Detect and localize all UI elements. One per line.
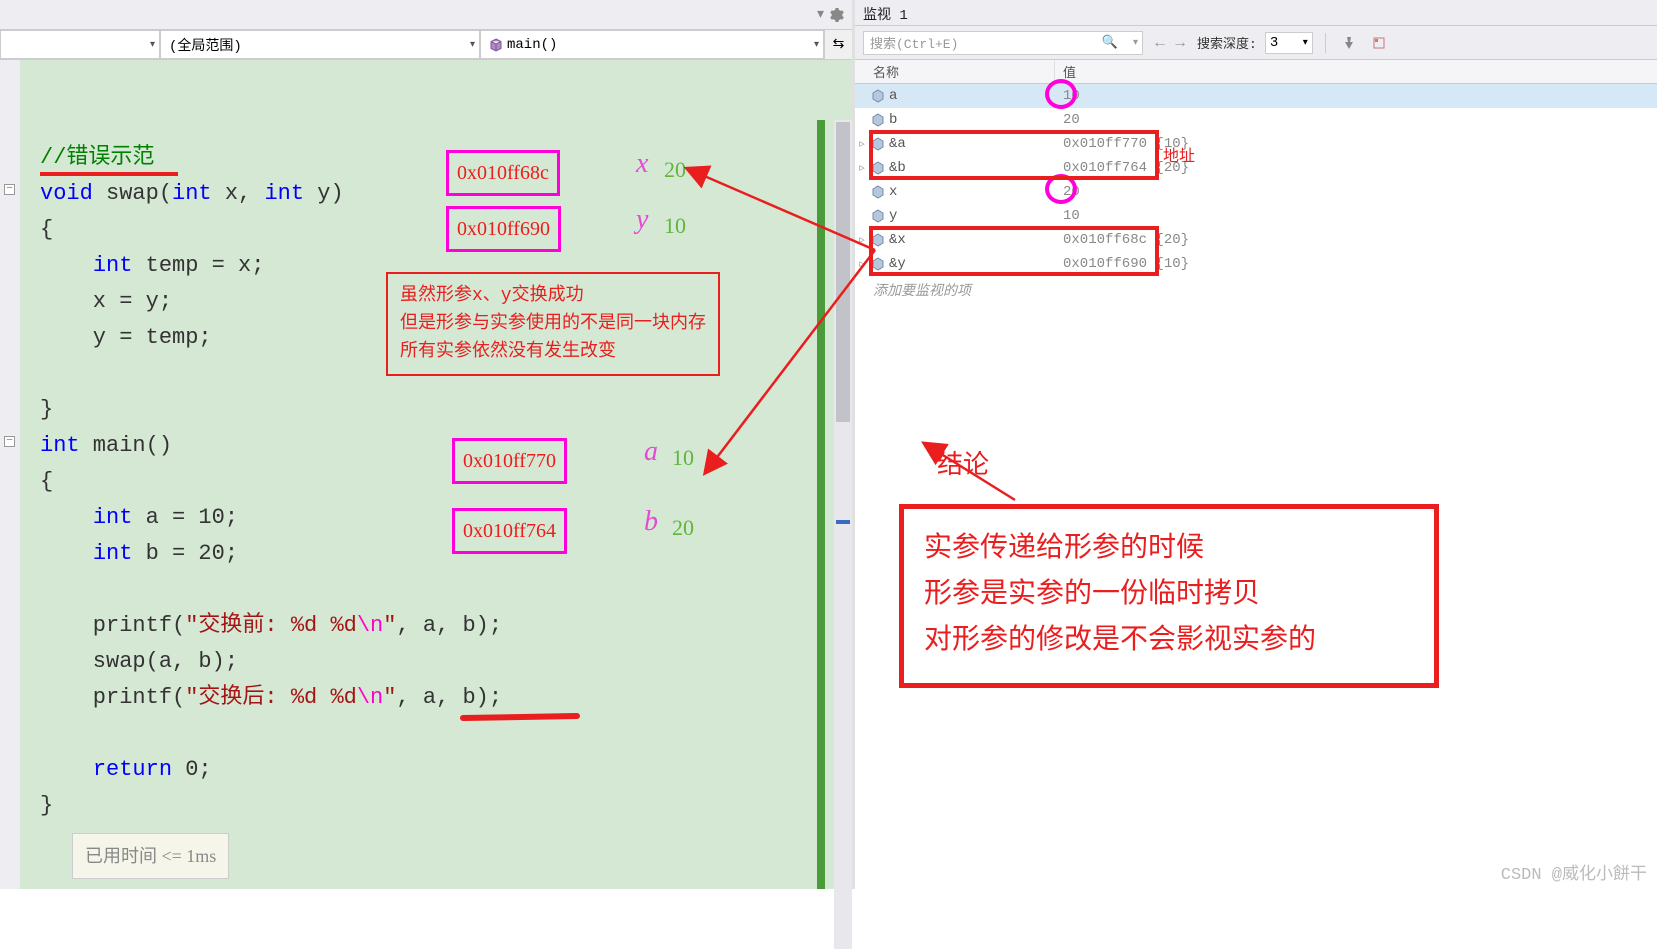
depth-input[interactable]: 3▾ (1265, 32, 1313, 54)
expand-icon[interactable]: ▹ (855, 161, 869, 175)
main-container: ▾ ▾ (全局范围)▾ main()▾ ⇆ //错误示范 − void swap… (0, 0, 1657, 889)
chevron-down-icon: ▾ (470, 39, 475, 51)
red-box-xy-addr (869, 226, 1159, 276)
editor-top-bar: ▾ (0, 0, 852, 30)
nav-arrows: ← → (1151, 34, 1189, 52)
var-icon (869, 89, 887, 103)
address-box-b: 0x010ff764 (452, 508, 567, 554)
expand-icon[interactable]: ▹ (855, 137, 869, 151)
green-bar (817, 120, 825, 889)
code-editor-pane: ▾ ▾ (全局范围)▾ main()▾ ⇆ //错误示范 − void swap… (0, 0, 855, 889)
val-y: 10 (664, 208, 686, 244)
project-dropdown[interactable]: ▾ (0, 30, 160, 59)
label-y: y (636, 202, 648, 238)
code-line: { (20, 464, 852, 500)
watch-title: 监视 1 (855, 0, 1657, 26)
split-icon[interactable]: ▾ (817, 6, 824, 23)
code-line: { (20, 212, 852, 248)
address-box-x: 0x010ff68c (446, 150, 560, 196)
depth-label: 搜索深度: (1197, 33, 1257, 52)
var-icon (869, 113, 887, 127)
cube-icon (489, 38, 503, 52)
gear-icon[interactable] (828, 7, 844, 23)
code-line: int main() (20, 428, 852, 464)
var-icon (869, 185, 887, 199)
red-box-ab-addr (869, 130, 1159, 180)
watermark: CSDN @威化小餅干 (1501, 859, 1647, 885)
code-line: int a = 10; (20, 500, 852, 536)
watch-row[interactable]: y10 (855, 204, 1657, 228)
val-b: 20 (672, 510, 694, 546)
search-icon: 🔍 (1102, 35, 1118, 50)
col-name[interactable]: 名称 (855, 60, 1055, 83)
code-line: printf("交换前: %d %d\n", a, b); (20, 608, 852, 644)
code-line (20, 572, 852, 608)
label-a: a (644, 434, 658, 470)
fold-minus-icon[interactable]: − (4, 436, 15, 447)
scrollbar-thumb[interactable] (836, 122, 850, 422)
col-val[interactable]: 值 (1055, 60, 1657, 83)
addr-label: 地址 (1163, 142, 1195, 166)
code-line: } (20, 788, 852, 824)
watch-pane: 监视 1 搜索(Ctrl+E) 🔍 ▾ ← → 搜索深度: 3▾ 名称 值 (855, 0, 1657, 889)
code-line: printf("交换后: %d %d\n", a, b); (20, 680, 852, 716)
code-line (20, 716, 852, 752)
var-icon (869, 209, 887, 223)
val-x: 20 (664, 152, 686, 188)
conclusion-label: 结论 (937, 444, 989, 481)
explanation-box: 虽然形参x、y交换成功 但是形参与实参使用的不是同一块内存 所有实参依然没有发生… (386, 272, 720, 376)
watch-body: a10 b20 ▹ &a0x010ff770 {10} ▹ &b0x010ff7… (855, 84, 1657, 889)
expand-icon[interactable]: ▹ (855, 233, 869, 247)
address-box-y: 0x010ff690 (446, 206, 561, 252)
comment-underline (40, 172, 178, 176)
pin-icon[interactable] (1338, 32, 1360, 54)
label-x: x (636, 146, 648, 182)
code-line: void swap(int x, int y) (20, 176, 852, 212)
search-input[interactable]: 搜索(Ctrl+E) 🔍 ▾ (863, 31, 1143, 55)
code-area[interactable]: //错误示范 − void swap(int x, int y) { int t… (0, 60, 852, 889)
scope-dropdown[interactable]: (全局范围)▾ (160, 30, 480, 59)
fold-minus-icon[interactable]: − (4, 184, 15, 195)
chevron-down-icon: ▾ (150, 39, 155, 51)
add-watch-hint[interactable]: 添加要监视的项 (855, 276, 1657, 304)
function-dropdown[interactable]: main()▾ (480, 30, 824, 59)
conclusion-box: 实参传递给形参的时候 形参是实参的一份临时拷贝 对形参的修改是不会影视实参的 (899, 504, 1439, 688)
chevron-down-icon: ▾ (814, 39, 819, 51)
watch-row[interactable]: b20 (855, 108, 1657, 132)
watch-row[interactable]: a10 (855, 84, 1657, 108)
calc-icon[interactable] (1368, 32, 1390, 54)
watch-header: 名称 值 (855, 60, 1657, 84)
elapsed-time-tooltip: 已用时间 <= 1ms (72, 833, 229, 879)
watch-toolbar: 搜索(Ctrl+E) 🔍 ▾ ← → 搜索深度: 3▾ (855, 26, 1657, 60)
scrollbar-marker (836, 520, 850, 524)
code-line: return 0; (20, 752, 852, 788)
bidirectional-icon[interactable]: ⇆ (824, 30, 852, 59)
nav-forward-button[interactable]: → (1171, 34, 1189, 52)
code-line: swap(a, b); (20, 644, 852, 680)
nav-back-button[interactable]: ← (1151, 34, 1169, 52)
expand-icon[interactable]: ▹ (855, 257, 869, 271)
label-b: b (644, 504, 658, 540)
code-line: //错误示范 (20, 140, 852, 176)
address-box-a: 0x010ff770 (452, 438, 567, 484)
dropdown-bar: ▾ (全局范围)▾ main()▾ ⇆ (0, 30, 852, 60)
chevron-down-icon[interactable]: ▾ (1133, 37, 1138, 49)
watch-row[interactable]: x20 (855, 180, 1657, 204)
code-line: int b = 20; (20, 536, 852, 572)
val-a: 10 (672, 440, 694, 476)
circle-a-val (1045, 79, 1077, 109)
code-line: } (20, 392, 852, 428)
